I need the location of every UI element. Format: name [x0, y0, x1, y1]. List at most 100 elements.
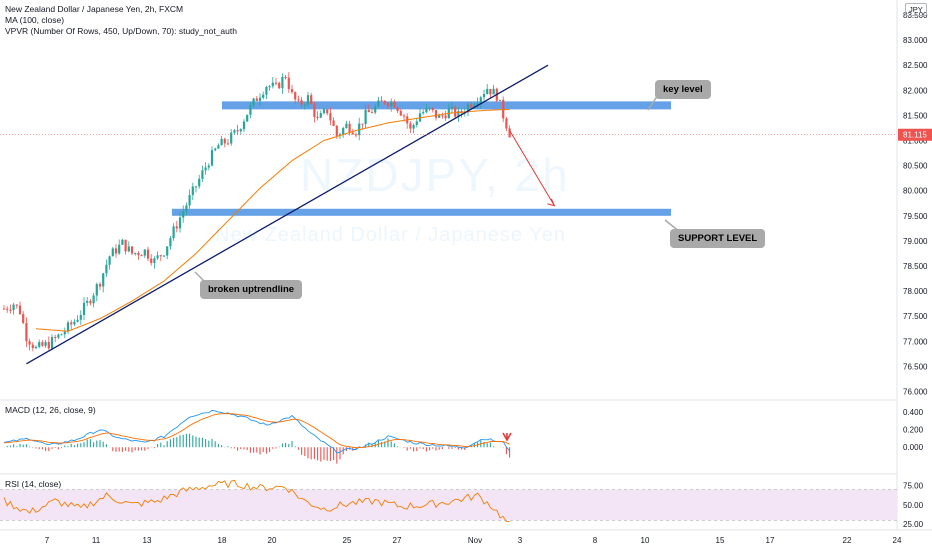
candle-body	[438, 115, 441, 118]
candle-body	[12, 304, 15, 310]
time-axis[interactable]: 7 11 13 18 20 25 27 Nov 3 8 10 15 17 22 24	[45, 536, 902, 545]
candle-body	[390, 101, 393, 107]
candle-body	[290, 89, 294, 93]
candle	[342, 126, 345, 138]
candle-body	[169, 238, 172, 247]
vpvr-legend[interactable]: VPVR (Number Of Rows, 450, Up/Down, 70):…	[5, 26, 237, 36]
candle-body	[252, 98, 255, 106]
candle	[294, 91, 297, 104]
candle-body	[210, 150, 214, 166]
candle-body	[60, 334, 63, 336]
candle-body	[182, 211, 185, 218]
candle	[492, 84, 495, 95]
candle	[415, 117, 418, 128]
candle	[422, 109, 425, 115]
candle	[50, 334, 54, 350]
time-tick-label: 11	[92, 536, 101, 545]
candle	[364, 104, 367, 129]
candle-body	[185, 205, 188, 212]
candle	[441, 112, 444, 119]
candle-body	[47, 342, 50, 349]
candle	[172, 223, 175, 241]
candle-body	[118, 244, 121, 254]
candle-body	[127, 246, 130, 252]
candle-body	[415, 121, 418, 126]
key-level-callout[interactable]: key level	[655, 80, 711, 99]
trendline-callout[interactable]: broken uptrendline	[200, 280, 303, 299]
candle	[236, 124, 239, 135]
price-tick-label: 77.500	[903, 312, 928, 321]
macd-tick-label: 0.000	[903, 443, 924, 452]
macd-tick-label: 0.400	[903, 408, 924, 417]
candle-body	[489, 88, 492, 95]
watermark-name: New Zealand Dollar / Japanese Yen	[215, 224, 566, 246]
candle-body	[255, 98, 258, 101]
currency-badge[interactable]: JPY	[905, 3, 927, 16]
ma100-line	[35, 108, 510, 332]
price-axis[interactable]: 83.50083.00082.50082.00081.50081.00080.5…	[898, 11, 932, 529]
candle	[185, 202, 188, 216]
candle	[425, 103, 428, 114]
macd-pane[interactable]	[3, 409, 512, 464]
candle-body	[310, 95, 313, 105]
candle-body	[6, 308, 9, 310]
candle-body	[79, 314, 82, 320]
candle-body	[383, 100, 386, 104]
candle	[354, 132, 358, 138]
candle	[204, 162, 207, 175]
candle	[482, 89, 486, 102]
price-pane[interactable]	[0, 64, 897, 365]
candle-body	[178, 217, 182, 229]
candle	[486, 83, 489, 95]
support-level-callout[interactable]: SUPPORT LEVEL	[670, 229, 766, 248]
candle	[79, 310, 82, 325]
candle	[329, 107, 332, 126]
candle	[438, 113, 441, 118]
candle-body	[335, 125, 338, 136]
candle-body	[332, 120, 335, 126]
rsi-pane[interactable]	[0, 479, 897, 523]
price-tick-label: 77.000	[903, 337, 928, 346]
candle-body	[76, 319, 79, 322]
candle	[489, 88, 492, 99]
candle-body	[44, 342, 47, 346]
candle	[194, 185, 198, 193]
macd-label[interactable]: MACD (12, 26, close, 9)	[5, 405, 96, 415]
time-tick-label: 20	[268, 536, 277, 545]
candle	[169, 235, 172, 250]
time-tick-label: 7	[45, 536, 50, 545]
last-price-badge	[898, 128, 932, 141]
candle-body	[386, 103, 390, 107]
candle	[418, 108, 422, 123]
ma-legend[interactable]: MA (100, close)	[5, 15, 65, 25]
candle-body	[316, 116, 319, 118]
symbol-title[interactable]: New Zealand Dollar / Japanese Yen, 2h, F…	[5, 4, 184, 14]
candle	[326, 109, 329, 116]
candle-body	[246, 114, 249, 122]
candle	[367, 104, 370, 113]
candle-body	[41, 342, 44, 346]
candle	[303, 102, 306, 110]
candle-body	[34, 346, 38, 349]
candle-body	[370, 112, 374, 114]
candle-body	[204, 167, 207, 171]
candle-body	[326, 109, 329, 114]
candle	[102, 272, 105, 293]
candle	[466, 102, 470, 117]
candle	[98, 281, 102, 291]
candle-body	[124, 239, 127, 252]
rsi-label[interactable]: RSI (14, close)	[5, 479, 62, 489]
candle	[162, 255, 166, 257]
candle	[223, 137, 226, 148]
candle	[345, 120, 348, 129]
candle	[217, 143, 220, 149]
candle	[220, 135, 223, 146]
candle-body	[457, 110, 460, 117]
candle	[255, 96, 258, 102]
candle-body	[399, 110, 402, 116]
projection-arrow	[509, 130, 555, 207]
candle-body	[409, 123, 412, 129]
candle-body	[226, 143, 230, 145]
candle-body	[233, 130, 236, 133]
